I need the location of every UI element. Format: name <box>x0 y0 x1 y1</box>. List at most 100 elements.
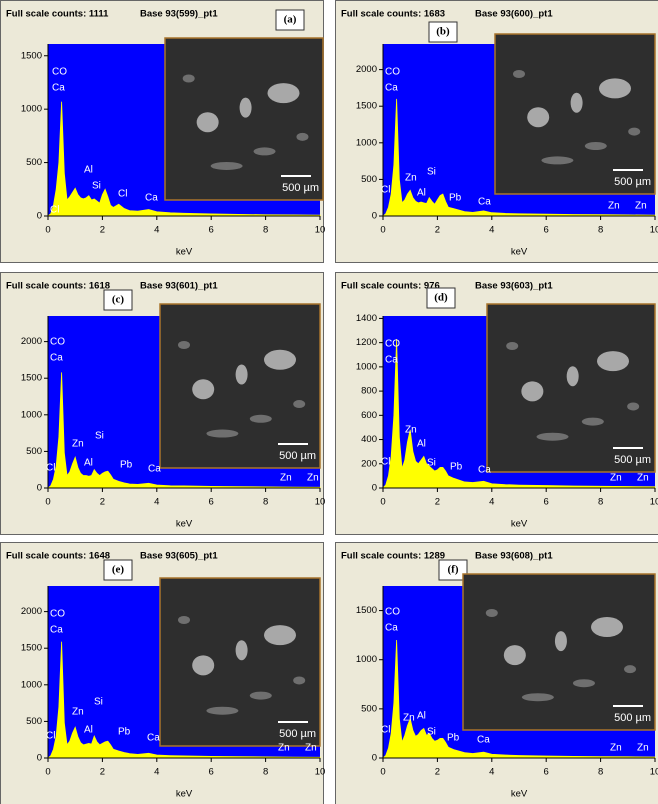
sem-image <box>494 33 656 195</box>
element-label: Ca <box>478 197 491 208</box>
spectrum <box>382 338 656 489</box>
spectrum <box>46 101 321 217</box>
sem-particle <box>196 112 219 133</box>
sem-particle <box>249 414 272 423</box>
element-label: Si <box>92 181 101 192</box>
sem-image <box>159 577 321 747</box>
y-tick-label: 1500 <box>21 643 42 654</box>
sem-particle <box>597 351 629 372</box>
x-tick-label: 0 <box>45 497 50 508</box>
y-tick-label: 600 <box>361 410 377 421</box>
y-tick-label: 1400 <box>356 313 377 324</box>
sem-image <box>159 303 321 469</box>
element-label: Ca <box>477 735 490 746</box>
element-label: Cl <box>381 185 390 196</box>
y-tick-label: 1000 <box>21 409 42 420</box>
y-tick-label: 500 <box>26 716 42 727</box>
y-tick-label: 1000 <box>21 679 42 690</box>
sem-image <box>486 303 656 473</box>
panel: Full scale counts: 1683 Base 93(600)_pt1 (… <box>335 0 658 263</box>
sem-particle <box>581 417 604 426</box>
sem-particle <box>628 127 641 136</box>
x-tick-label: 8 <box>263 497 268 508</box>
x-tick-label: 6 <box>544 225 549 236</box>
x-tick-label: 6 <box>209 767 214 778</box>
x-tick-label: 6 <box>544 767 549 778</box>
panel-label: (e) <box>112 564 125 576</box>
y-tick-label: 200 <box>361 458 377 469</box>
y-tick-label: 400 <box>361 434 377 445</box>
element-label: Si <box>427 167 436 178</box>
sem-particle <box>264 349 296 370</box>
panel-subtitle: Base 93(599)_pt1 <box>140 9 218 20</box>
y-tick-label: 1500 <box>356 101 377 112</box>
panel: Full scale counts: 1289 Base 93(608)_pt1 (… <box>335 542 658 804</box>
sem-particle <box>235 640 248 661</box>
y-tick-label: 500 <box>26 446 42 457</box>
element-label: Cl <box>118 189 127 200</box>
element-label: Ca <box>385 623 398 634</box>
x-tick-label: 2 <box>100 225 105 236</box>
panel-title: Full scale counts: 976 <box>341 281 440 292</box>
x-tick-label: 4 <box>154 497 159 508</box>
y-tick-label: 1000 <box>356 361 377 372</box>
element-label: CO <box>385 607 400 618</box>
sem-particle <box>485 609 498 617</box>
x-tick-label: 0 <box>45 225 50 236</box>
y-tick-label: 1000 <box>356 654 377 665</box>
panel-title: Full scale counts: 1618 <box>6 281 110 292</box>
sem-particle <box>591 617 623 638</box>
element-label: Ca <box>145 193 158 204</box>
sem-particle <box>293 676 306 685</box>
element-label: Ca <box>52 83 65 94</box>
x-axis-label: keV <box>511 519 528 530</box>
element-label: Pb <box>450 462 463 473</box>
x-tick-label: 4 <box>154 767 159 778</box>
panel-label: (d) <box>434 292 448 304</box>
y-tick-label: 1000 <box>21 104 42 115</box>
panel-subtitle: Base 93(600)_pt1 <box>475 9 553 20</box>
element-label: Pb <box>118 727 131 738</box>
x-tick-label: 8 <box>263 225 268 236</box>
element-label: Al <box>84 165 93 176</box>
spectrum <box>381 640 656 759</box>
sem-particle <box>235 364 248 385</box>
element-label: Zn <box>403 713 415 724</box>
x-tick-label: 4 <box>489 497 494 508</box>
y-tick-label: 800 <box>361 386 377 397</box>
element-label: Al <box>417 711 426 722</box>
scale-bar-label: 500 µm <box>279 450 316 462</box>
panel-label: (c) <box>112 294 125 306</box>
scale-bar-label: 500 µm <box>614 176 651 188</box>
x-tick-label: 10 <box>315 497 326 508</box>
y-tick-label: 0 <box>372 753 377 764</box>
element-label: Ca <box>148 464 161 475</box>
y-tick-label: 2000 <box>356 64 377 75</box>
y-tick-label: 500 <box>361 174 377 185</box>
panel-title: Full scale counts: 1683 <box>341 9 445 20</box>
element-label: Zn <box>305 743 317 754</box>
sem-particle <box>503 645 526 666</box>
element-label: Al <box>84 725 93 736</box>
y-tick-label: 0 <box>372 483 377 494</box>
sem-particle <box>513 70 525 78</box>
element-label: Cl <box>46 463 55 474</box>
element-label: Pb <box>447 733 460 744</box>
sem-particle <box>584 142 607 150</box>
element-label: Pb <box>120 460 133 471</box>
y-tick-label: 1500 <box>356 605 377 616</box>
x-tick-label: 6 <box>209 225 214 236</box>
sem-particle <box>554 631 567 652</box>
element-label: Pb <box>449 193 462 204</box>
x-tick-label: 8 <box>263 767 268 778</box>
element-label: Cl <box>50 205 59 216</box>
x-tick-label: 2 <box>100 497 105 508</box>
sem-particle <box>267 83 300 104</box>
x-tick-label: 2 <box>100 767 105 778</box>
panel-label: (b) <box>436 26 450 38</box>
label-box <box>103 289 133 311</box>
panel-label: (f) <box>448 564 459 576</box>
element-label: CO <box>385 67 400 78</box>
y-tick-label: 0 <box>37 753 42 764</box>
